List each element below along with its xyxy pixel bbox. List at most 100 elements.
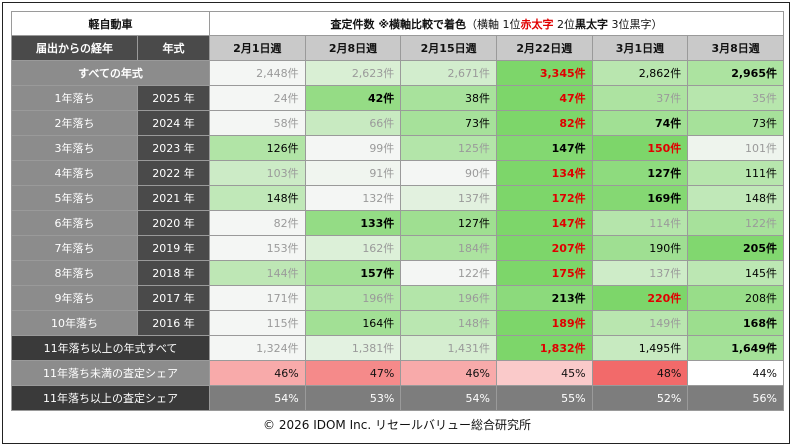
year-row-value: 148件 bbox=[687, 185, 784, 211]
year-row-value: 148件 bbox=[400, 310, 497, 336]
old-years-label: 11年落ち以上の年式すべて bbox=[11, 335, 210, 361]
year-row-value: 126件 bbox=[209, 135, 306, 161]
year-row-value: 189件 bbox=[495, 310, 593, 336]
table-row: 10年落ち 2016 年 115件 164件 148件 189件 149件 168件 bbox=[11, 310, 784, 336]
week-header: 2月1日週 bbox=[209, 35, 306, 61]
year-row-value: 175件 bbox=[495, 260, 593, 286]
year-row-value: 137件 bbox=[591, 260, 689, 286]
year-row-value: 111件 bbox=[687, 160, 784, 186]
model-year-label: 2018 年 bbox=[137, 260, 210, 286]
old-years-value: 1,832件 bbox=[495, 335, 593, 361]
age-label: 5年落ち bbox=[11, 185, 138, 211]
year-row-value: 82件 bbox=[209, 210, 306, 236]
caption-legend-close: 3位黒字） bbox=[608, 17, 663, 31]
caption-main: 査定件数 bbox=[330, 17, 375, 31]
all-years-value: 2,448件 bbox=[209, 60, 306, 86]
share-new-value: 48% bbox=[591, 360, 689, 386]
old-years-value: 1,649件 bbox=[687, 335, 784, 361]
week-header: 2月15日週 bbox=[400, 35, 497, 61]
year-row-value: 162件 bbox=[304, 235, 402, 261]
age-label: 1年落ち bbox=[11, 85, 138, 111]
all-years-value: 2,862件 bbox=[591, 60, 689, 86]
year-row-value: 153件 bbox=[209, 235, 306, 261]
year-row-value: 132件 bbox=[304, 185, 402, 211]
table-row: 1年落ち 2025 年 24件 42件 38件 47件 37件 35件 bbox=[11, 85, 784, 111]
model-year-label: 2020 年 bbox=[137, 210, 210, 236]
old-years-value: 1,431件 bbox=[400, 335, 497, 361]
year-row-value: 73件 bbox=[400, 110, 497, 136]
share-old-value: 55% bbox=[495, 385, 593, 411]
caption-legend-open: （横軸 1位 bbox=[466, 17, 521, 31]
model-year-label: 2016 年 bbox=[137, 310, 210, 336]
year-row-value: 149件 bbox=[591, 310, 689, 336]
table-row: 8年落ち 2018 年 144件 157件 122件 175件 137件 145件 bbox=[11, 260, 784, 286]
year-row-value: 164件 bbox=[304, 310, 402, 336]
year-row-value: 184件 bbox=[400, 235, 497, 261]
year-row-value: 220件 bbox=[591, 285, 689, 311]
all-years-label: すべての年式 bbox=[11, 60, 210, 86]
age-label: 3年落ち bbox=[11, 135, 138, 161]
table-row: 7年落ち 2019 年 153件 162件 184件 207件 190件 205件 bbox=[11, 235, 784, 261]
all-years-value: 2,623件 bbox=[304, 60, 402, 86]
year-row-value: 137件 bbox=[400, 185, 497, 211]
all-years-value: 2,965件 bbox=[687, 60, 784, 86]
year-row-value: 66件 bbox=[304, 110, 402, 136]
age-label: 10年落ち bbox=[11, 310, 138, 336]
year-row-value: 37件 bbox=[591, 85, 689, 111]
model-year-label: 2023 年 bbox=[137, 135, 210, 161]
age-label: 6年落ち bbox=[11, 210, 138, 236]
year-row-value: 208件 bbox=[687, 285, 784, 311]
year-row-value: 58件 bbox=[209, 110, 306, 136]
table-row: 2年落ち 2024 年 58件 66件 73件 82件 74件 73件 bbox=[11, 110, 784, 136]
old-years-value: 1,381件 bbox=[304, 335, 402, 361]
age-label: 7年落ち bbox=[11, 235, 138, 261]
year-row-value: 42件 bbox=[304, 85, 402, 111]
year-row-value: 196件 bbox=[304, 285, 402, 311]
year-row-value: 133件 bbox=[304, 210, 402, 236]
week-header: 3月1日週 bbox=[591, 35, 689, 61]
share-old-label: 11年落ち以上の査定シェア bbox=[11, 385, 210, 411]
year-row-value: 171件 bbox=[209, 285, 306, 311]
age-label: 8年落ち bbox=[11, 260, 138, 286]
year-row-value: 147件 bbox=[495, 135, 593, 161]
year-row-value: 169件 bbox=[591, 185, 689, 211]
model-year-label: 2021 年 bbox=[137, 185, 210, 211]
old-years-value: 1,495件 bbox=[591, 335, 689, 361]
caption-legend-mid: 2位 bbox=[553, 17, 576, 31]
table-row: 3年落ち 2023 年 126件 99件 125件 147件 150件 101件 bbox=[11, 135, 784, 161]
share-new-value: 47% bbox=[304, 360, 402, 386]
year-row-value: 127件 bbox=[591, 160, 689, 186]
year-row-value: 24件 bbox=[209, 85, 306, 111]
year-row-value: 213件 bbox=[495, 285, 593, 311]
year-row-value: 35件 bbox=[687, 85, 784, 111]
year-row-value: 190件 bbox=[591, 235, 689, 261]
header-year: 年式 bbox=[137, 35, 210, 61]
caption-legend-bold: 黒太字 bbox=[575, 17, 609, 31]
share-old-value: 56% bbox=[687, 385, 784, 411]
year-row-value: 82件 bbox=[495, 110, 593, 136]
year-row-value: 157件 bbox=[304, 260, 402, 286]
year-row-value: 103件 bbox=[209, 160, 306, 186]
table-row: 6年落ち 2020 年 82件 133件 127件 147件 114件 122件 bbox=[11, 210, 784, 236]
year-row-value: 148件 bbox=[209, 185, 306, 211]
age-label: 2年落ち bbox=[11, 110, 138, 136]
year-row-value: 125件 bbox=[400, 135, 497, 161]
year-row-value: 91件 bbox=[304, 160, 402, 186]
year-row-value: 134件 bbox=[495, 160, 593, 186]
table-row: 4年落ち 2022 年 103件 91件 90件 134件 127件 111件 bbox=[11, 160, 784, 186]
year-row-value: 145件 bbox=[687, 260, 784, 286]
year-row-value: 38件 bbox=[400, 85, 497, 111]
year-row-value: 147件 bbox=[495, 210, 593, 236]
share-new-label: 11年落ち未満の査定シェア bbox=[11, 360, 210, 386]
year-row-value: 172件 bbox=[495, 185, 593, 211]
year-row-value: 115件 bbox=[209, 310, 306, 336]
year-row-value: 114件 bbox=[591, 210, 689, 236]
year-row-value: 73件 bbox=[687, 110, 784, 136]
header-age: 届出からの経年 bbox=[11, 35, 138, 61]
caption-legend-red: 赤太字 bbox=[520, 17, 554, 31]
year-row-value: 168件 bbox=[687, 310, 784, 336]
week-header: 2月8日週 bbox=[304, 35, 402, 61]
appraisal-table: 軽自動車 査定件数 ※横軸比較で着色（横軸 1位赤太字 2位黒太字 3位黒字） … bbox=[11, 11, 784, 411]
year-row-value: 122件 bbox=[400, 260, 497, 286]
